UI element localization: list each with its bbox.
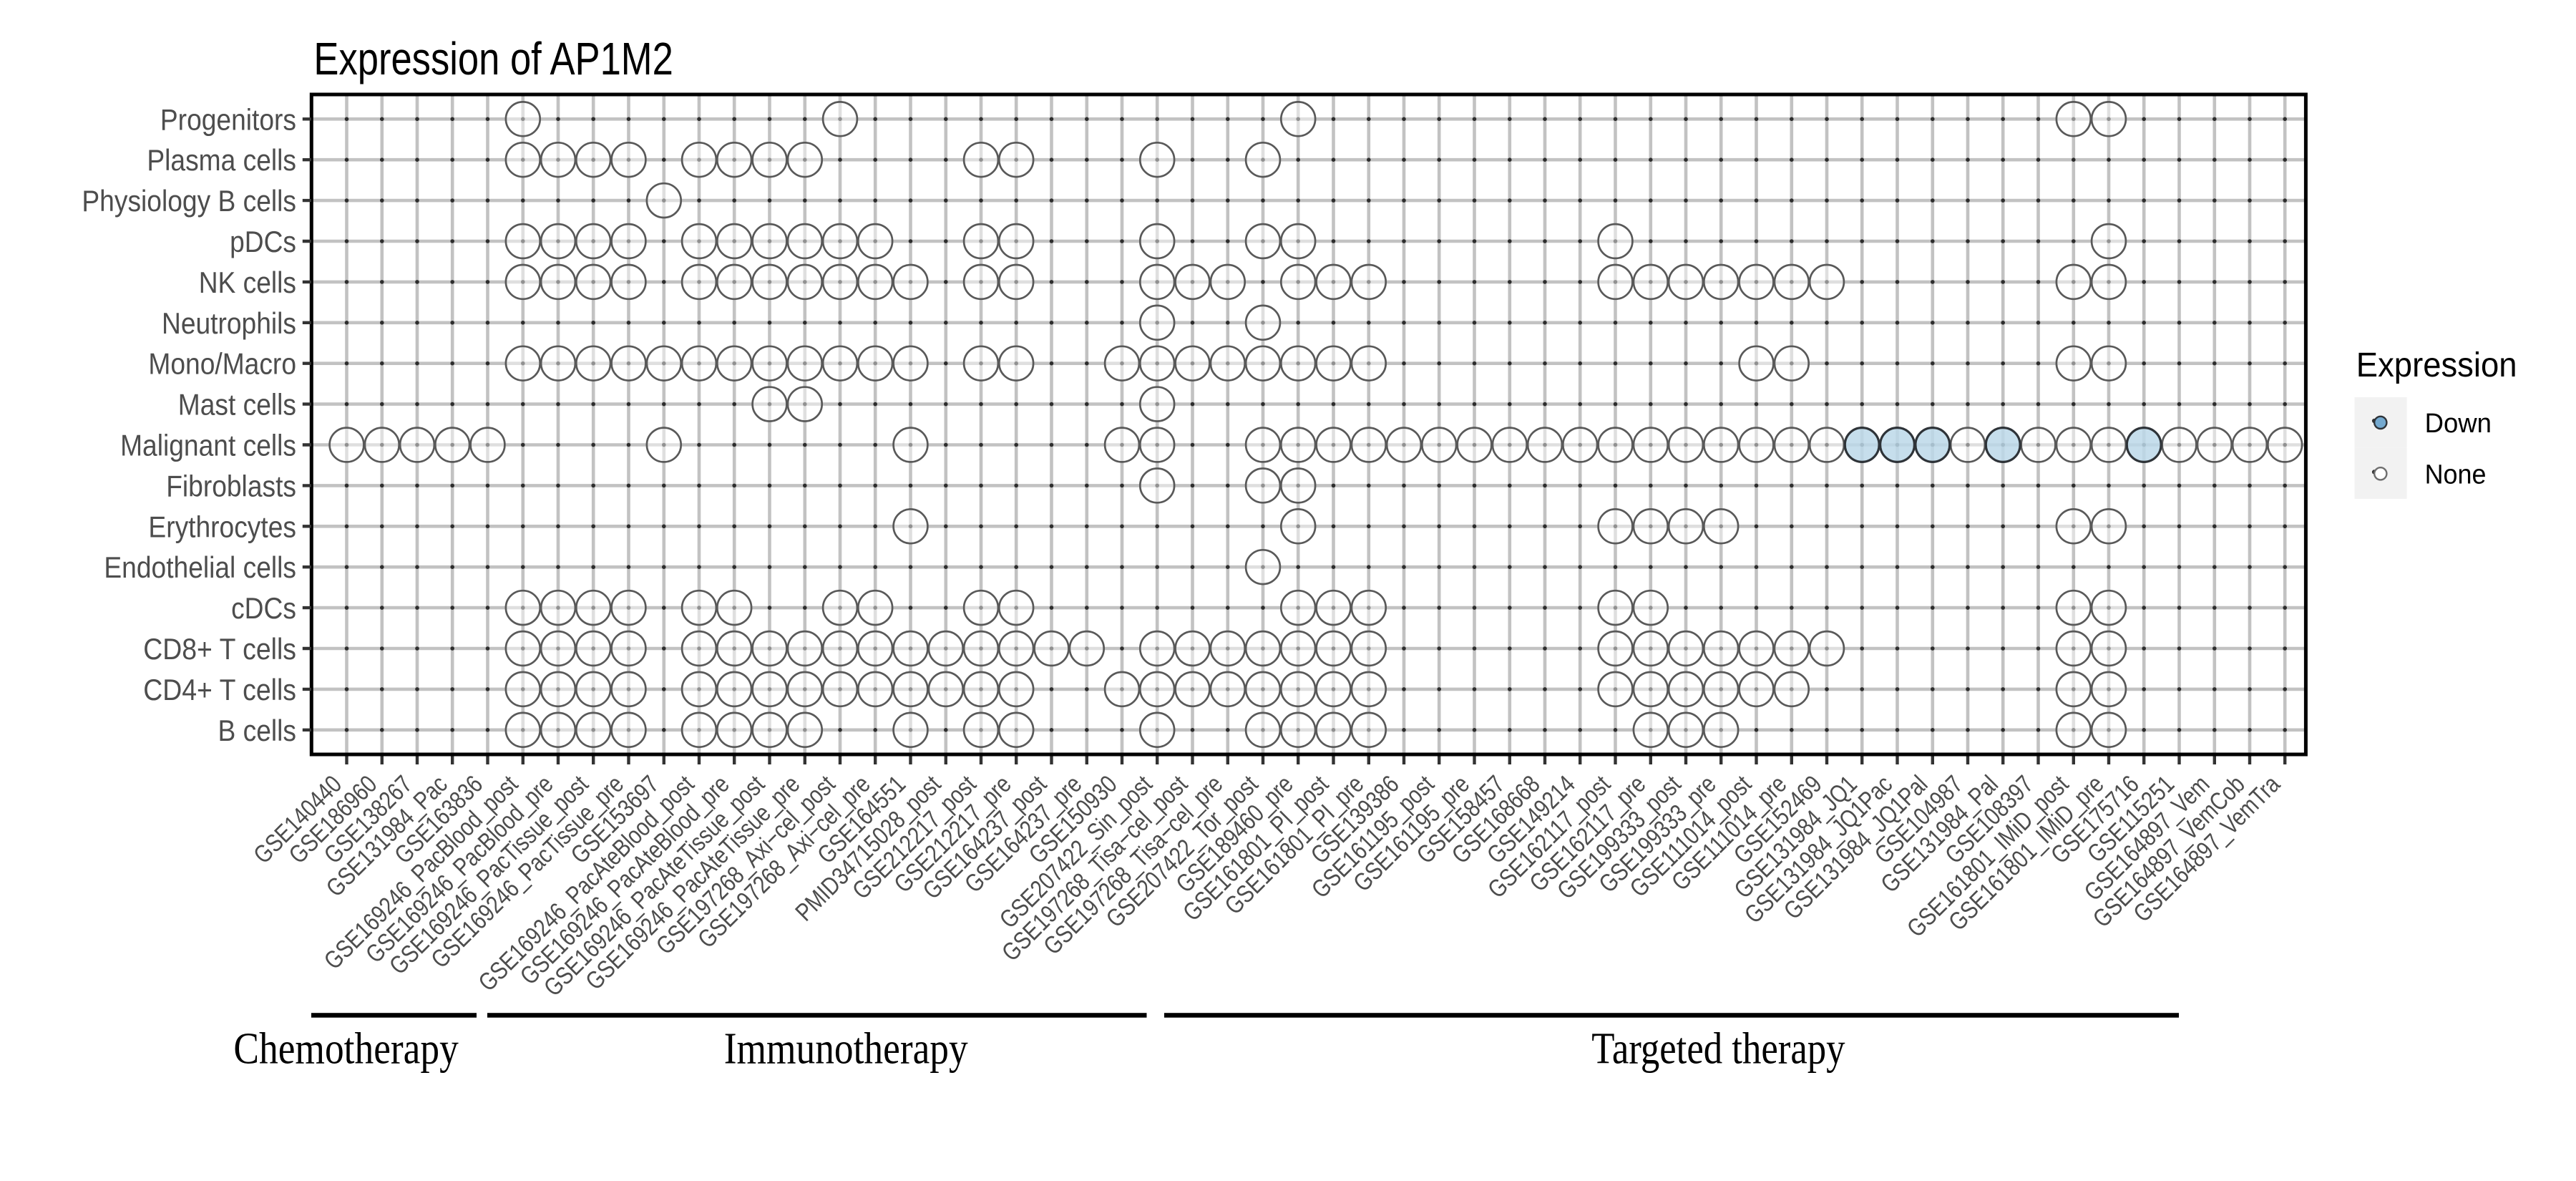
svg-text:Targeted therapy: Targeted therapy: [1591, 1025, 1845, 1074]
svg-text:B cells: B cells: [218, 714, 297, 747]
svg-text:CD4+ T cells: CD4+ T cells: [143, 673, 296, 706]
svg-text:CD8+ T cells: CD8+ T cells: [143, 632, 296, 666]
svg-text:Malignant cells: Malignant cells: [120, 429, 296, 462]
svg-text:NK cells: NK cells: [199, 266, 296, 299]
svg-text:Progenitors: Progenitors: [160, 102, 296, 136]
svg-text:Endothelial cells: Endothelial cells: [104, 550, 296, 584]
svg-text:Expression: Expression: [2356, 346, 2517, 384]
svg-text:Physiology B cells: Physiology B cells: [82, 184, 296, 218]
svg-text:Erythrocytes: Erythrocytes: [148, 510, 296, 543]
svg-text:cDCs: cDCs: [231, 591, 296, 625]
svg-text:Plasma cells: Plasma cells: [147, 143, 296, 177]
svg-text:Mast cells: Mast cells: [178, 388, 296, 422]
svg-text:pDCs: pDCs: [230, 225, 296, 258]
svg-text:Down: Down: [2425, 409, 2492, 439]
svg-text:Chemotherapy: Chemotherapy: [233, 1025, 458, 1074]
svg-text:None: None: [2425, 460, 2487, 490]
svg-text:Expression of AP1M2: Expression of AP1M2: [313, 33, 673, 84]
svg-text:Fibroblasts: Fibroblasts: [166, 469, 296, 502]
svg-text:Mono/Macro: Mono/Macro: [148, 347, 296, 381]
svg-text:Neutrophils: Neutrophils: [162, 306, 296, 340]
svg-text:Immunotherapy: Immunotherapy: [724, 1025, 968, 1074]
